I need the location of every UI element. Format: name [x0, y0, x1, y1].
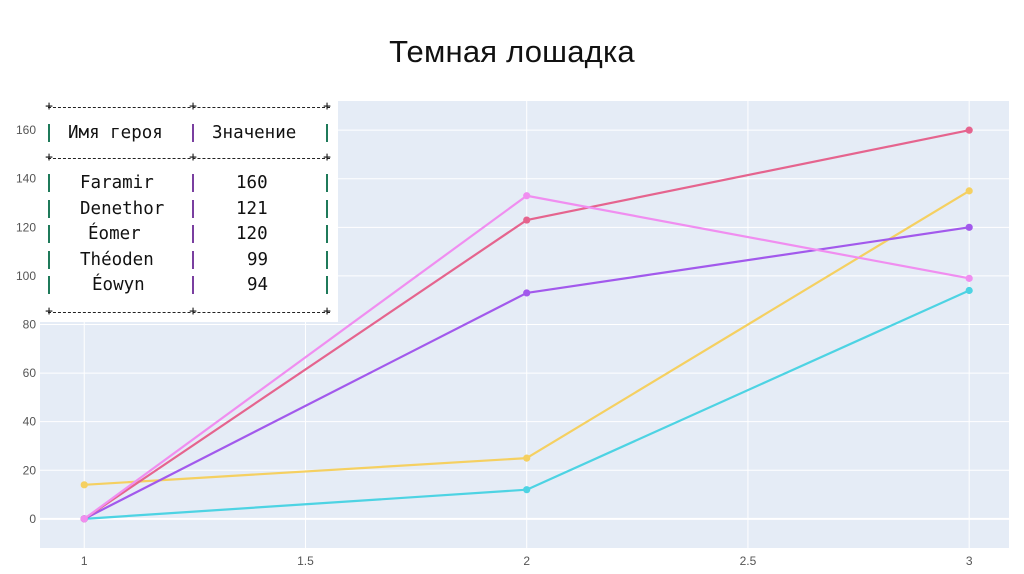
table-column-bar — [48, 276, 50, 294]
table-column-bar — [326, 124, 328, 142]
hero-value: 99 — [247, 250, 269, 270]
table-corner: + — [323, 99, 331, 114]
series-point — [523, 192, 531, 200]
series-point — [523, 454, 531, 462]
table-corner: + — [45, 99, 53, 114]
hero-name: Éomer — [88, 224, 141, 244]
y-tick-label: 20 — [23, 463, 37, 477]
table-column-bar — [192, 225, 194, 243]
table-row: Faramir 160 — [36, 171, 338, 195]
table-row: Denethor 121 — [36, 197, 338, 221]
table-corner: + — [323, 304, 331, 319]
table-column-bar — [48, 174, 50, 192]
hero-value: 94 — [247, 275, 269, 295]
x-tick-label: 3 — [966, 554, 973, 568]
table-row: Théoden 99 — [36, 248, 338, 272]
table-column-bar — [326, 225, 328, 243]
x-tick-label: 1 — [81, 554, 88, 568]
table-corner: + — [189, 304, 197, 319]
table-corner: + — [189, 150, 197, 165]
series-point — [80, 481, 88, 489]
table-header-value: Значение — [212, 123, 297, 143]
series-point — [965, 126, 973, 134]
table-border-header — [48, 158, 330, 159]
table-row: Éowyn 94 — [36, 273, 338, 297]
table-border-top — [48, 107, 330, 108]
table-column-bar — [192, 174, 194, 192]
table-column-bar — [48, 225, 50, 243]
series-point — [965, 187, 973, 195]
y-tick-label: 0 — [29, 512, 36, 526]
hero-value: 120 — [236, 224, 268, 244]
table-column-bar — [192, 251, 194, 269]
table-column-bar — [48, 200, 50, 218]
y-tick-label: 100 — [16, 269, 36, 283]
table-column-bar — [326, 200, 328, 218]
table-column-bar — [326, 174, 328, 192]
table-column-bar — [48, 251, 50, 269]
series-point — [523, 216, 531, 224]
table-column-bar — [326, 251, 328, 269]
table-column-bar — [192, 200, 194, 218]
table-column-bar — [48, 124, 50, 142]
slide-title: Темная лошадка — [389, 34, 635, 69]
hero-name: Éowyn — [92, 275, 145, 295]
x-tick-label: 2.5 — [740, 554, 757, 568]
table-column-bar — [326, 276, 328, 294]
series-point — [965, 286, 973, 295]
series-point — [523, 289, 531, 297]
hero-name: Faramir — [80, 173, 154, 193]
series-point — [80, 515, 88, 523]
x-tick-label: 2 — [523, 554, 530, 568]
series-point — [965, 274, 973, 282]
hero-value: 121 — [236, 199, 268, 219]
y-tick-label: 140 — [16, 172, 36, 186]
series-point — [965, 223, 973, 231]
table-corner: + — [45, 304, 53, 319]
table-corner: + — [45, 150, 53, 165]
table-header-name: Имя героя — [68, 123, 163, 143]
y-tick-label: 120 — [16, 220, 36, 234]
table-corner: + — [323, 150, 331, 165]
hero-name: Théoden — [80, 250, 154, 270]
y-tick-label: 40 — [23, 415, 37, 429]
table-corner: + — [189, 99, 197, 114]
y-tick-label: 60 — [23, 366, 37, 380]
y-tick-label: 80 — [23, 318, 37, 332]
hero-value: 160 — [236, 173, 268, 193]
x-tick-label: 1.5 — [297, 554, 314, 568]
table-column-bar — [192, 124, 194, 142]
table-header-row: Имя героя Значение — [36, 121, 338, 145]
heroes-table: + + + + + + + + + Имя героя Значение Far… — [36, 100, 338, 322]
y-tick-label: 160 — [16, 123, 36, 137]
table-border-bottom — [48, 312, 330, 313]
series-point — [523, 486, 531, 494]
table-column-bar — [192, 276, 194, 294]
hero-name: Denethor — [80, 199, 165, 219]
table-row: Éomer 120 — [36, 222, 338, 246]
